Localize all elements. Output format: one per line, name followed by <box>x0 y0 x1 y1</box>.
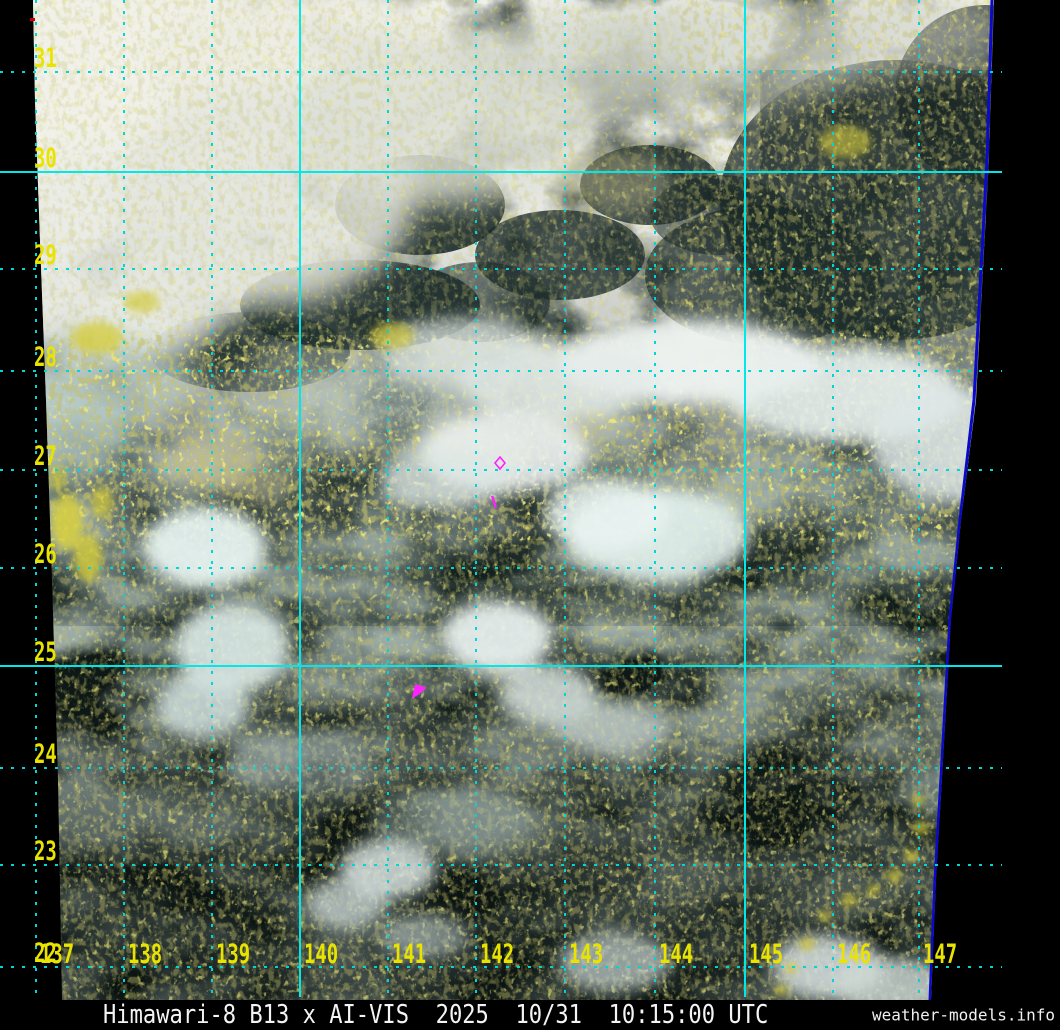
satellite-map: 31 30 29 28 27 26 25 24 23 22 137 138 139 140 141 142 14… <box>0 0 1002 1000</box>
lon-line-138 <box>123 0 125 997</box>
lon-line-145 <box>744 0 746 997</box>
lat-line-23 <box>0 864 1002 866</box>
lat-label-28: 28 <box>34 342 57 373</box>
lat-label-23: 23 <box>34 836 57 867</box>
graticule-lines <box>0 0 1002 997</box>
lon-label-143: 143 <box>569 939 604 970</box>
magenta-diamond-mark <box>493 455 507 471</box>
lat-label-26: 26 <box>34 539 57 570</box>
lat-line-28 <box>0 370 1002 372</box>
lon-line-141 <box>387 0 389 997</box>
lon-label-142: 142 <box>480 939 515 970</box>
lon-line-140 <box>299 0 301 997</box>
lon-label-137: 137 <box>40 939 75 970</box>
caption-bar: Himawari-8 B13 x AI-VIS 2025 10/31 10:15… <box>0 1000 1060 1030</box>
lat-label-24: 24 <box>34 739 57 770</box>
lon-line-146 <box>832 0 834 997</box>
lat-line-27 <box>0 469 1002 471</box>
magenta-flag-mark <box>411 683 427 699</box>
lat-line-26 <box>0 567 1002 569</box>
lat-line-30 <box>0 171 1002 173</box>
lon-label-140: 140 <box>304 939 339 970</box>
lon-line-137 <box>35 0 37 997</box>
red-tick-mark <box>30 18 35 21</box>
lon-label-147: 147 <box>923 939 958 970</box>
lon-label-139: 139 <box>216 939 251 970</box>
lon-line-139 <box>211 0 213 997</box>
lon-label-144: 144 <box>659 939 694 970</box>
lon-line-143 <box>564 0 566 997</box>
annotations-layer <box>30 18 507 699</box>
lat-label-30: 30 <box>34 143 57 174</box>
lon-label-145: 145 <box>749 939 784 970</box>
swath-edge-line <box>928 0 994 1000</box>
magenta-tick-mark <box>490 495 498 509</box>
lat-label-27: 27 <box>34 441 57 472</box>
lat-line-31 <box>0 71 1002 73</box>
lat-label-25: 25 <box>34 637 57 668</box>
lon-label-138: 138 <box>128 939 163 970</box>
lon-line-142 <box>475 0 477 997</box>
lat-label-22: 22 <box>34 938 57 969</box>
lon-label-146: 146 <box>837 939 872 970</box>
lat-label-29: 29 <box>34 240 57 271</box>
storm-marks <box>411 455 507 699</box>
lat-label-31: 31 <box>34 43 57 74</box>
graticule-labels: 31 30 29 28 27 26 25 24 23 22 137 138 139 140 141 142 14… <box>34 43 958 970</box>
lat-line-29 <box>0 268 1002 270</box>
lon-line-147 <box>918 0 920 997</box>
lat-line-22 <box>0 966 1002 968</box>
lon-label-141: 141 <box>392 939 427 970</box>
image-title: Himawari-8 B13 x AI-VIS 2025 10/31 10:15… <box>103 1000 769 1030</box>
lon-line-144 <box>654 0 656 997</box>
lat-line-25 <box>0 665 1002 667</box>
lat-line-24 <box>0 767 1002 769</box>
source-watermark: weather-models.info <box>871 1005 1055 1025</box>
